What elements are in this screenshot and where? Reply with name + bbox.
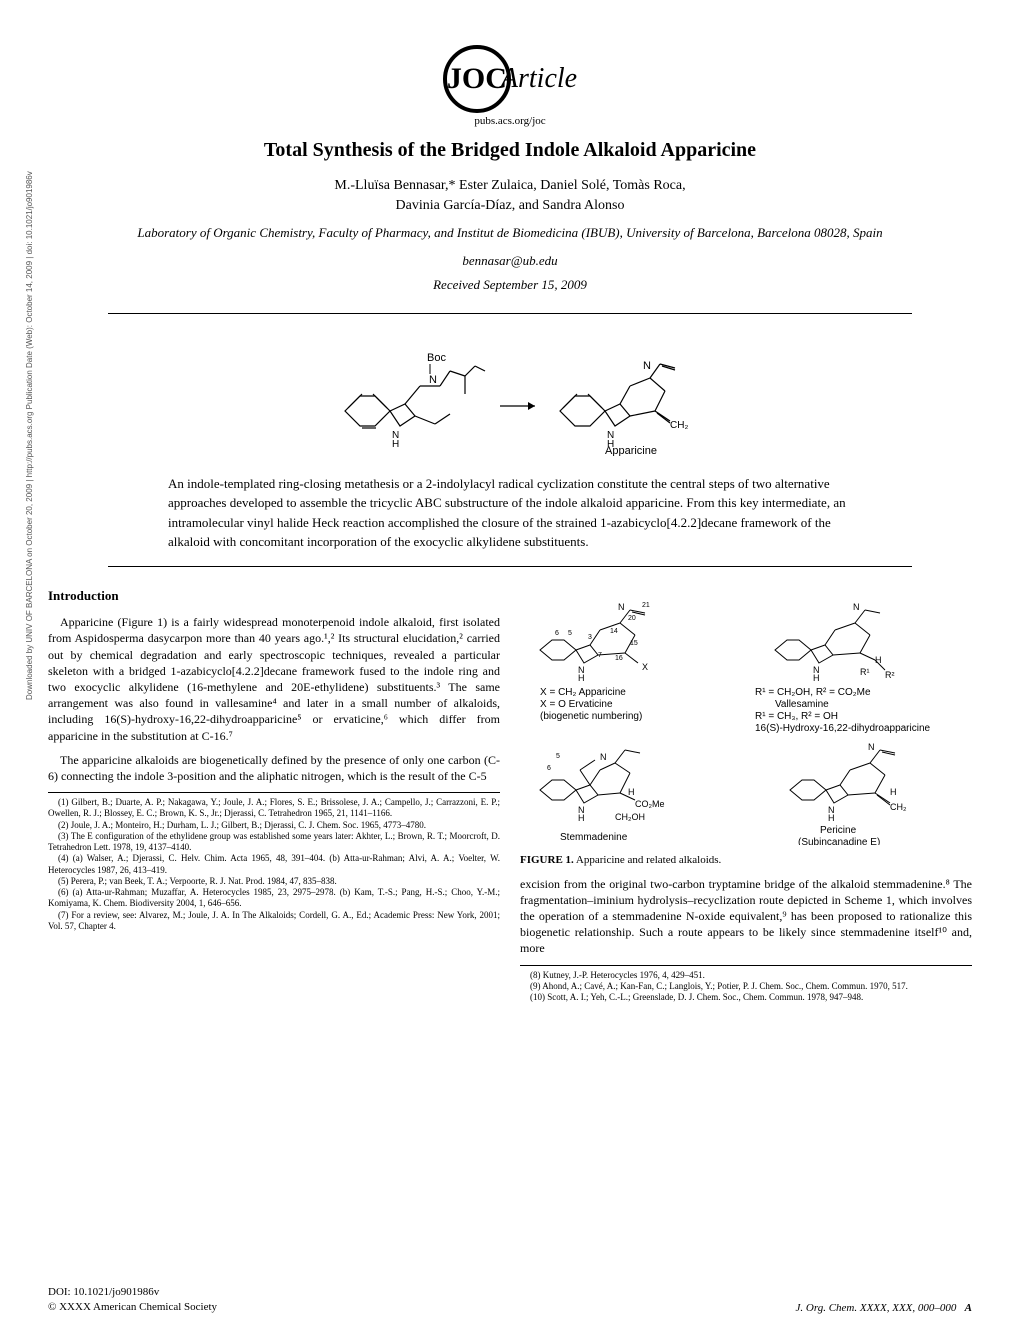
- vallesamine-label: Vallesamine: [775, 699, 829, 710]
- svg-text:N: N: [618, 602, 625, 612]
- x-o-label: X = O Ervaticine: [540, 699, 613, 710]
- abstract-scheme-svg: Boc N N H: [320, 336, 700, 456]
- introduction-heading: Introduction: [48, 587, 500, 605]
- svg-text:H: H: [578, 673, 585, 683]
- references-left: (1) Gilbert, B.; Duarte, A. P.; Nakagawa…: [48, 792, 500, 932]
- ref-6: (6) (a) Atta-ur-Rahman; Muzaffar, A. Het…: [48, 887, 500, 910]
- ref-4: (4) (a) Walser, A.; Djerassi, C. Helv. C…: [48, 853, 500, 876]
- body-columns: Introduction Apparicine (Figure 1) is a …: [48, 587, 972, 1004]
- page-letter: A: [965, 1302, 972, 1314]
- svg-text:H: H: [578, 813, 585, 823]
- svg-text:5: 5: [568, 630, 572, 637]
- received-date: Received September 15, 2009: [48, 277, 972, 293]
- svg-text:16: 16: [615, 655, 623, 662]
- intro-para-2: The apparicine alkaloids are biogenetica…: [48, 752, 500, 784]
- svg-text:N: N: [600, 752, 607, 762]
- ref-1: (1) Gilbert, B.; Duarte, A. P.; Nakagawa…: [48, 797, 500, 820]
- r1a-label: R¹ = CH₂OH, R² = CO₂Me: [755, 687, 871, 698]
- svg-text:20: 20: [628, 615, 636, 622]
- boc-label: Boc: [427, 352, 446, 364]
- abstract-box: Boc N N H: [108, 313, 912, 567]
- ref-10: (10) Scott, A. I.; Yeh, C.-L.; Greenslad…: [520, 992, 972, 1003]
- download-sidebar: Downloaded by UNIV OF BARCELONA on Octob…: [25, 171, 34, 700]
- biogenic-label: (biogenetic numbering): [540, 711, 642, 722]
- svg-text:H: H: [628, 787, 635, 797]
- svg-text:N: N: [868, 742, 875, 752]
- figure-1-svg: N H N X 6 5 3 7 14 15 16 20 21 X = CH₂ A…: [520, 595, 960, 845]
- footer-right: J. Org. Chem. XXXX, XXX, 000–000 A: [796, 1302, 973, 1314]
- svg-text:N: N: [853, 602, 860, 612]
- figure-1-caption-bold: FIGURE 1.: [520, 854, 574, 866]
- figure-1-caption-text: Apparicine and related alkaloids.: [574, 854, 722, 866]
- svg-text:H: H: [890, 787, 897, 797]
- article-header: JOC Article pubs.acs.org/joc Total Synth…: [48, 45, 972, 293]
- svg-text:3: 3: [588, 634, 592, 641]
- journal-ref: J. Org. Chem. XXXX, XXX, 000–000: [796, 1302, 957, 1314]
- affiliation: Laboratory of Organic Chemistry, Faculty…: [48, 225, 972, 241]
- ref-7: (7) For a review, see: Alvarez, M.; Joul…: [48, 910, 500, 933]
- pericine-ch2: CH₂: [890, 802, 907, 812]
- svg-text:14: 14: [610, 628, 618, 635]
- co2me-label: CO₂Me: [635, 799, 665, 809]
- svg-text:H: H: [875, 655, 882, 665]
- svg-text:7: 7: [598, 652, 602, 659]
- ref-8: (8) Kutney, J.-P. Heterocycles 1976, 4, …: [520, 970, 972, 981]
- stemmadenine-label: Stemmadenine: [560, 832, 628, 843]
- ch2oh-label: CH₂OH: [615, 812, 645, 822]
- article-title: Total Synthesis of the Bridged Indole Al…: [48, 139, 972, 162]
- svg-text:6: 6: [547, 765, 551, 772]
- hydroxy-label: 16(S)-Hydroxy-16,22-dihydroapparicine: [755, 723, 931, 734]
- intro-para-1: Apparicine (Figure 1) is a fairly widesp…: [48, 614, 500, 744]
- ref-3: (3) The E configuration of the ethyliden…: [48, 831, 500, 854]
- ref-2: (2) Joule, J. A.; Monteiro, H.; Durham, …: [48, 820, 500, 831]
- svg-text:15: 15: [630, 640, 638, 647]
- svg-text:X: X: [642, 662, 648, 672]
- page-footer: DOI: 10.1021/jo901986v © XXXX American C…: [48, 1285, 972, 1314]
- svg-text:6: 6: [555, 630, 559, 637]
- svg-text:H: H: [813, 673, 820, 683]
- doi: DOI: 10.1021/jo901986v: [48, 1286, 159, 1298]
- authors-line1: M.-Lluïsa Bennasar,* Ester Zulaica, Dani…: [334, 178, 685, 193]
- authors-line2: Davinia García-Díaz, and Sandra Alonso: [396, 198, 625, 213]
- figure-1-caption: FIGURE 1. Apparicine and related alkaloi…: [520, 853, 972, 868]
- pubs-url: pubs.acs.org/joc: [48, 115, 972, 127]
- copyright: © XXXX American Chemical Society: [48, 1301, 217, 1313]
- svg-text:H: H: [828, 813, 835, 823]
- ref-5: (5) Perera, P.; van Beek, T. A.; Verpoor…: [48, 876, 500, 887]
- abstract-text: An indole-templated ring-closing metathe…: [168, 474, 852, 552]
- journal-article-label: Article: [501, 63, 577, 95]
- x-ch2-label: X = CH₂ Apparicine: [540, 687, 626, 698]
- ch2-label: CH₂: [670, 420, 688, 431]
- subincanadine-label: (Subincanadine E): [798, 837, 880, 845]
- footer-left: DOI: 10.1021/jo901986v © XXXX American C…: [48, 1285, 217, 1314]
- svg-text:5: 5: [556, 753, 560, 760]
- apparicine-label: Apparicine: [605, 445, 657, 456]
- journal-logo: JOC Article: [48, 45, 972, 113]
- left-column: Introduction Apparicine (Figure 1) is a …: [48, 587, 500, 1004]
- authors: M.-Lluïsa Bennasar,* Ester Zulaica, Dani…: [48, 176, 972, 215]
- ref-9: (9) Ahond, A.; Cavé, A.; Kan-Fan, C.; La…: [520, 981, 972, 992]
- r1b-label: R¹ = CH₃, R² = OH: [755, 711, 838, 722]
- svg-text:21: 21: [642, 602, 650, 609]
- svg-text:N: N: [643, 360, 651, 372]
- references-right: (8) Kutney, J.-P. Heterocycles 1976, 4, …: [520, 965, 972, 1004]
- intro-para-3: excision from the original two-carbon tr…: [520, 876, 972, 957]
- svg-text:H: H: [392, 439, 399, 450]
- corresponding-email: bennasar@ub.edu: [48, 253, 972, 269]
- figure-1: N H N X 6 5 3 7 14 15 16 20 21 X = CH₂ A…: [520, 595, 972, 868]
- pericine-label: Pericine: [820, 825, 857, 836]
- right-column: N H N X 6 5 3 7 14 15 16 20 21 X = CH₂ A…: [520, 587, 972, 1004]
- svg-text:R¹: R¹: [860, 667, 870, 677]
- svg-text:R²: R²: [885, 670, 895, 680]
- svg-text:N: N: [429, 374, 437, 386]
- graphical-abstract: Boc N N H: [168, 328, 852, 474]
